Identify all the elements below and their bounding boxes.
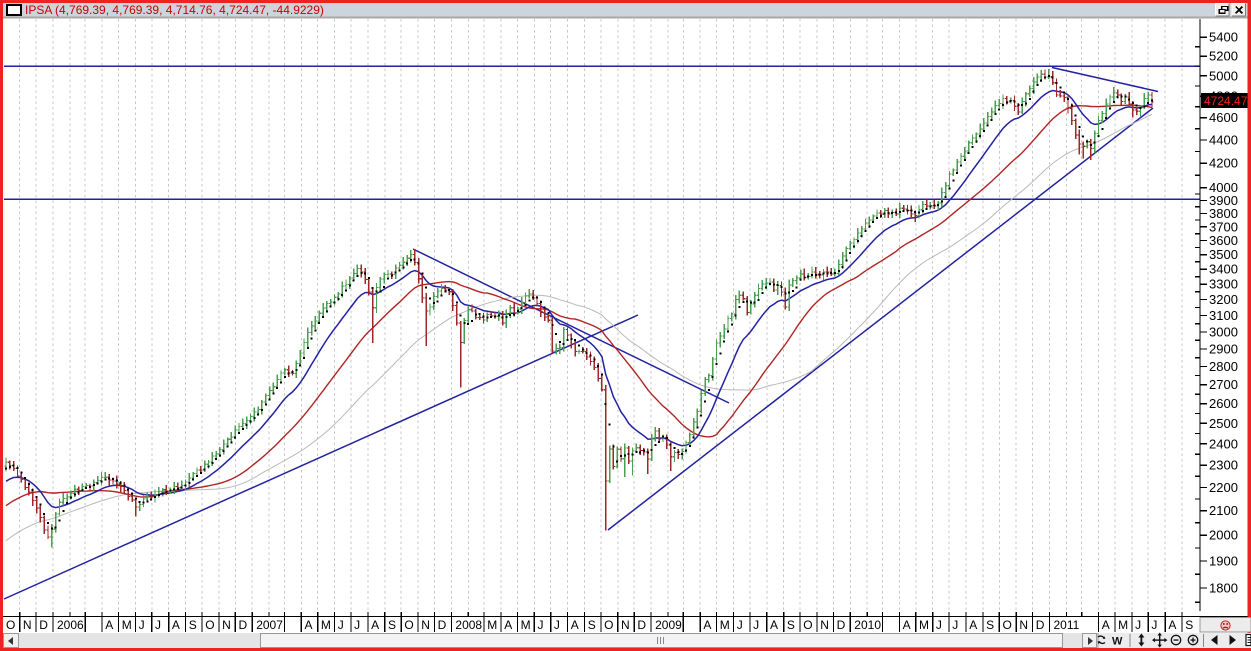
svg-text:3400: 3400	[1209, 262, 1238, 277]
svg-text:2000: 2000	[1209, 528, 1238, 543]
svg-text:O: O	[404, 618, 413, 632]
svg-text:O: O	[6, 618, 15, 632]
svg-text:A: A	[105, 618, 113, 632]
svg-text:M: M	[122, 618, 132, 632]
svg-text:J: J	[952, 618, 958, 632]
svg-text:J: J	[554, 618, 560, 632]
svg-text:M: M	[720, 618, 730, 632]
svg-text:O: O	[1003, 618, 1012, 632]
svg-text:2900: 2900	[1209, 341, 1238, 356]
svg-text:S: S	[986, 618, 994, 632]
svg-text:N: N	[23, 618, 32, 632]
svg-text:5000: 5000	[1209, 68, 1238, 83]
svg-text:J: J	[753, 618, 759, 632]
svg-text:2300: 2300	[1209, 458, 1238, 473]
svg-text:4600: 4600	[1209, 110, 1238, 125]
svg-text:D: D	[239, 618, 248, 632]
svg-text:J: J	[936, 618, 942, 632]
svg-text:N: N	[421, 618, 430, 632]
svg-text:D: D	[438, 618, 447, 632]
svg-text:2200: 2200	[1209, 480, 1238, 495]
svg-text:A: A	[571, 618, 579, 632]
svg-text:4724.47: 4724.47	[1204, 94, 1248, 108]
svg-text:2007: 2007	[256, 618, 283, 632]
svg-text:O: O	[205, 618, 214, 632]
svg-text:4000: 4000	[1209, 180, 1238, 195]
svg-text:J: J	[737, 618, 743, 632]
svg-text:3300: 3300	[1209, 277, 1238, 292]
svg-text:5200: 5200	[1209, 49, 1238, 64]
svg-text:2009: 2009	[655, 618, 682, 632]
svg-text:2006: 2006	[57, 618, 84, 632]
svg-text:3000: 3000	[1209, 324, 1238, 339]
svg-text:2600: 2600	[1209, 396, 1238, 411]
svg-text:3900: 3900	[1209, 193, 1238, 208]
svg-text:A: A	[305, 618, 313, 632]
svg-text:2100: 2100	[1209, 503, 1238, 518]
svg-text:D: D	[637, 618, 646, 632]
svg-text:1900: 1900	[1209, 553, 1238, 568]
svg-text:J: J	[338, 618, 344, 632]
svg-text:A: A	[1168, 618, 1176, 632]
svg-text:A: A	[969, 618, 977, 632]
svg-text:J: J	[1135, 618, 1141, 632]
svg-text:S: S	[787, 618, 795, 632]
svg-text:J: J	[155, 618, 161, 632]
svg-text:1800: 1800	[1209, 581, 1238, 596]
svg-text:N: N	[222, 618, 231, 632]
svg-text:M: M	[321, 618, 331, 632]
svg-text:D: D	[1036, 618, 1045, 632]
svg-text:3800: 3800	[1209, 206, 1238, 221]
svg-text:A: A	[1102, 618, 1110, 632]
svg-text:A: A	[770, 618, 778, 632]
svg-text:N: N	[621, 618, 630, 632]
svg-text:2700: 2700	[1209, 377, 1238, 392]
svg-text:J: J	[1151, 618, 1157, 632]
svg-text:N: N	[1019, 618, 1028, 632]
svg-text:M: M	[919, 618, 929, 632]
svg-text:3700: 3700	[1209, 219, 1238, 234]
svg-text:J: J	[354, 618, 360, 632]
svg-text:D: D	[39, 618, 48, 632]
svg-text:W: W	[1112, 636, 1123, 648]
svg-text:M: M	[521, 618, 531, 632]
svg-text:3500: 3500	[1209, 247, 1238, 262]
svg-text:2010: 2010	[854, 618, 881, 632]
svg-text:3600: 3600	[1209, 233, 1238, 248]
svg-text:N: N	[820, 618, 829, 632]
svg-text:4200: 4200	[1209, 156, 1238, 171]
svg-text:2011: 2011	[1054, 618, 1080, 632]
svg-text:IPSA (4,769.39, 4,769.39, 4,71: IPSA (4,769.39, 4,769.39, 4,714.76, 4,72…	[25, 3, 324, 17]
svg-text:J: J	[538, 618, 544, 632]
svg-text:5400: 5400	[1209, 30, 1238, 45]
svg-text:2008: 2008	[455, 618, 482, 632]
svg-text:A: A	[703, 618, 711, 632]
svg-text:S: S	[189, 618, 197, 632]
svg-text:S: S	[388, 618, 396, 632]
svg-text:O: O	[604, 618, 613, 632]
svg-text:2400: 2400	[1209, 436, 1238, 451]
svg-text:S: S	[1185, 618, 1193, 632]
svg-text:A: A	[903, 618, 911, 632]
svg-text:J: J	[139, 618, 145, 632]
svg-text:2800: 2800	[1209, 359, 1238, 374]
svg-text:M: M	[1118, 618, 1128, 632]
svg-text:2500: 2500	[1209, 416, 1238, 431]
svg-text:3100: 3100	[1209, 308, 1238, 323]
svg-text:4400: 4400	[1209, 132, 1238, 147]
svg-text:S: S	[588, 618, 596, 632]
svg-text:O: O	[803, 618, 812, 632]
svg-text:D: D	[837, 618, 846, 632]
svg-text:3200: 3200	[1209, 292, 1238, 307]
svg-text:A: A	[504, 618, 512, 632]
svg-text:A: A	[172, 618, 180, 632]
svg-text:A: A	[371, 618, 379, 632]
svg-text:M: M	[487, 618, 497, 632]
